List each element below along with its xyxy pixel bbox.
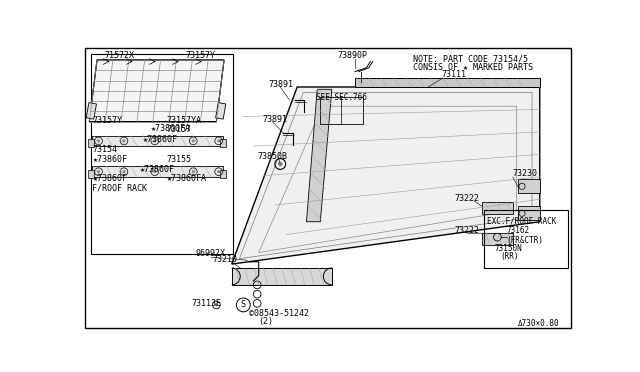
Circle shape <box>215 303 218 307</box>
Text: NOTE: PART CODE 73154/5: NOTE: PART CODE 73154/5 <box>413 55 528 64</box>
Circle shape <box>97 170 100 173</box>
Text: 73230: 73230 <box>513 169 538 177</box>
Circle shape <box>217 140 220 142</box>
Text: 73157Y: 73157Y <box>92 116 122 125</box>
Bar <box>91 54 232 254</box>
Bar <box>484 210 568 268</box>
Circle shape <box>192 170 195 173</box>
Bar <box>220 170 227 178</box>
Text: (RR): (RR) <box>500 252 519 261</box>
Text: S: S <box>241 301 246 310</box>
Circle shape <box>192 140 195 142</box>
Bar <box>518 179 540 193</box>
Text: F/ROOF RACK: F/ROOF RACK <box>92 184 147 193</box>
Text: ©08543-51242: ©08543-51242 <box>250 309 310 318</box>
Bar <box>232 268 332 285</box>
Circle shape <box>153 140 156 142</box>
Bar <box>88 140 94 147</box>
Circle shape <box>278 162 283 166</box>
Circle shape <box>153 170 156 173</box>
Text: ★73860F: ★73860F <box>92 174 127 183</box>
Bar <box>482 232 513 245</box>
Bar <box>220 140 227 147</box>
Polygon shape <box>90 60 224 122</box>
Text: 73111: 73111 <box>442 70 467 79</box>
Text: 73157Y: 73157Y <box>186 51 216 60</box>
Bar <box>92 166 223 177</box>
Text: 73890P: 73890P <box>337 51 367 61</box>
Circle shape <box>122 140 125 142</box>
Text: ★73860FA: ★73860FA <box>166 174 206 183</box>
Text: 71572X: 71572X <box>105 51 134 60</box>
Text: 73157YA: 73157YA <box>166 116 202 125</box>
Text: CONSIS OF ★ MARKED PARTS: CONSIS OF ★ MARKED PARTS <box>413 63 532 72</box>
Text: (2): (2) <box>259 317 274 326</box>
Text: 73210: 73210 <box>212 255 237 264</box>
Text: ★73860FA: ★73860FA <box>151 124 191 133</box>
Text: 73150N: 73150N <box>494 244 522 253</box>
Text: ★73860F: ★73860F <box>92 155 127 164</box>
Circle shape <box>217 170 220 173</box>
Bar <box>216 103 226 119</box>
Text: 73222: 73222 <box>454 194 479 203</box>
Text: Δ730×0.80: Δ730×0.80 <box>517 319 559 328</box>
Bar <box>482 202 513 214</box>
Text: 73222: 73222 <box>454 226 479 235</box>
Bar <box>518 206 540 220</box>
Text: 96992X: 96992X <box>196 248 225 258</box>
Polygon shape <box>232 87 540 264</box>
Text: 73154: 73154 <box>92 145 117 154</box>
Text: 73155: 73155 <box>166 155 191 164</box>
Text: 73113E: 73113E <box>192 299 221 308</box>
Text: EXC.F/ROOF RACK: EXC.F/ROOF RACK <box>488 217 557 225</box>
Text: 73162: 73162 <box>507 226 530 235</box>
Bar <box>88 170 94 178</box>
Polygon shape <box>307 89 332 222</box>
Text: (FR&CTR): (FR&CTR) <box>507 235 543 244</box>
Text: 73157: 73157 <box>166 125 191 134</box>
Bar <box>320 97 363 124</box>
Bar <box>86 103 97 119</box>
Circle shape <box>97 140 100 142</box>
Text: SEE SEC.766: SEE SEC.766 <box>316 93 367 102</box>
Circle shape <box>122 170 125 173</box>
Text: 73891: 73891 <box>269 80 294 89</box>
Text: ★73860F: ★73860F <box>140 165 175 174</box>
Bar <box>92 135 223 146</box>
Bar <box>355 78 540 87</box>
Text: 73891: 73891 <box>262 115 287 124</box>
Text: ★73860F: ★73860F <box>143 135 178 144</box>
Text: 73850B: 73850B <box>257 152 287 161</box>
